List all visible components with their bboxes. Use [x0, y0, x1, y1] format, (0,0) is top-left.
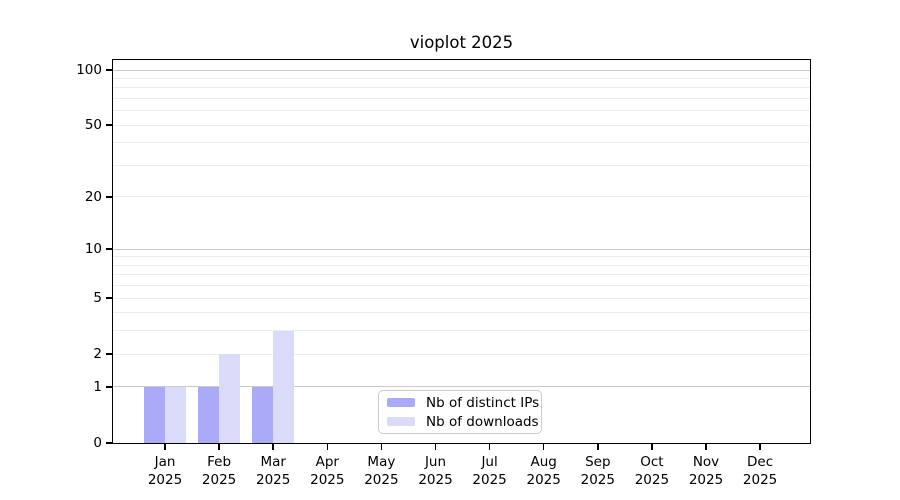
x-tick-mark	[164, 444, 166, 450]
legend-label-distinct-ips: Nb of distinct IPs	[426, 394, 540, 411]
bar-feb-distinct-ips	[198, 386, 220, 443]
minor-gridline	[113, 124, 810, 126]
y-tick-mark	[106, 124, 112, 126]
bar-feb-downloads	[219, 354, 241, 443]
y-tick-mark	[106, 248, 112, 250]
y-tick-mark	[106, 196, 112, 198]
minor-gridline	[113, 297, 810, 299]
x-tick-mark	[218, 444, 220, 450]
y-tick-label: 10	[84, 241, 102, 258]
x-tick-mark	[759, 444, 761, 450]
x-tick-mark	[434, 444, 437, 450]
minor-gridline	[113, 97, 810, 99]
x-tick-label: Apr 2025	[310, 454, 345, 488]
bar-mar-distinct-ips	[252, 386, 274, 443]
x-tick-label: Jan 2025	[147, 454, 183, 488]
x-tick-label: Mar 2025	[256, 454, 291, 488]
y-tick-mark	[106, 69, 112, 71]
minor-gridline	[113, 256, 810, 258]
x-tick-mark	[542, 444, 545, 450]
major-gridline	[113, 248, 810, 250]
x-tick-mark	[272, 444, 274, 450]
minor-gridline	[113, 196, 810, 198]
minor-gridline	[113, 312, 810, 314]
y-tick-mark	[106, 297, 112, 299]
y-tick-mark	[106, 353, 112, 355]
x-tick-label: Feb 2025	[201, 454, 237, 488]
bar-mar-downloads	[273, 330, 295, 443]
x-tick-mark	[705, 444, 707, 450]
y-tick-label: 1	[93, 378, 102, 395]
legend-swatch-distinct-ips	[387, 398, 415, 407]
legend-entry-downloads: Nb of downloads	[387, 414, 539, 430]
legend-swatch-downloads	[387, 417, 415, 426]
minor-gridline	[113, 110, 810, 112]
minor-gridline	[113, 77, 810, 79]
x-tick-label: Jul 2025	[472, 454, 507, 488]
legend-entry-distinct-ips: Nb of distinct IPs	[387, 395, 539, 411]
minor-gridline	[113, 87, 810, 89]
y-tick-label: 20	[84, 188, 102, 205]
legend-label-downloads: Nb of downloads	[426, 413, 539, 430]
x-tick-mark	[651, 444, 653, 450]
minor-gridline	[113, 330, 810, 332]
x-tick-label: Oct 2025	[634, 454, 670, 488]
x-tick-mark	[380, 444, 383, 450]
chart-title: vioplot 2025	[409, 33, 514, 52]
major-gridline	[113, 386, 810, 388]
x-tick-label: Jun 2025	[418, 454, 453, 488]
x-tick-label: Nov 2025	[688, 454, 724, 488]
minor-gridline	[113, 274, 810, 276]
x-tick-mark	[488, 444, 491, 450]
y-tick-mark	[106, 386, 112, 388]
bar-jan-distinct-ips	[144, 386, 165, 443]
minor-gridline	[113, 264, 810, 266]
minor-gridline	[113, 285, 810, 287]
x-tick-label: Aug 2025	[526, 454, 561, 488]
x-tick-mark	[597, 444, 599, 450]
bar-jan-downloads	[165, 386, 186, 443]
minor-gridline	[113, 142, 810, 144]
legend: Nb of distinct IPs Nb of downloads	[378, 390, 542, 434]
plot-border	[111, 58, 811, 444]
x-tick-mark	[326, 444, 329, 450]
y-tick-label: 100	[76, 62, 102, 78]
y-tick-mark	[106, 442, 112, 444]
x-tick-label: Dec 2025	[742, 454, 778, 488]
minor-gridline	[113, 353, 810, 355]
x-tick-label: Sep 2025	[580, 454, 615, 488]
y-tick-label: 50	[84, 117, 102, 134]
y-tick-label: 2	[93, 346, 102, 363]
x-tick-label: May 2025	[364, 454, 399, 488]
y-tick-label: 5	[93, 290, 102, 307]
major-gridline	[113, 69, 810, 71]
y-tick-label: 0	[93, 435, 102, 451]
minor-gridline	[113, 164, 810, 166]
